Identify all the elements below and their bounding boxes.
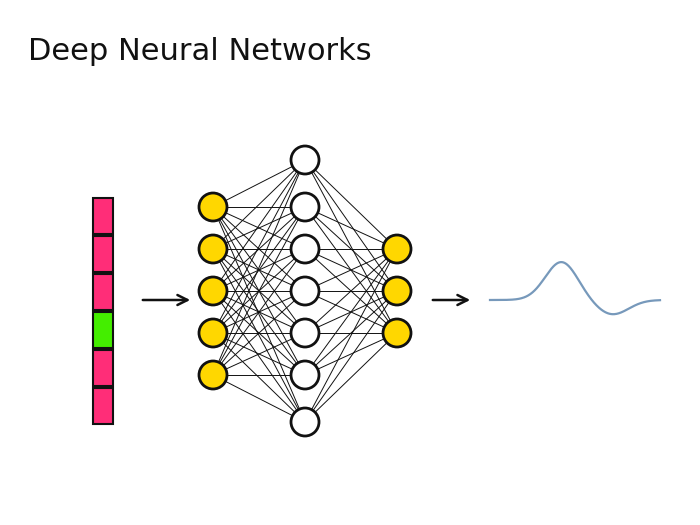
Bar [93, 312, 113, 348]
Circle shape [291, 408, 319, 436]
Text: Deep Neural Networks: Deep Neural Networks [28, 37, 372, 67]
Bar [93, 388, 113, 424]
Circle shape [199, 193, 227, 221]
Circle shape [199, 319, 227, 347]
Bar [93, 274, 113, 310]
Circle shape [383, 235, 411, 263]
Circle shape [291, 235, 319, 263]
Bar [93, 198, 113, 234]
Circle shape [199, 235, 227, 263]
Circle shape [291, 361, 319, 389]
Bar [93, 350, 113, 386]
Circle shape [291, 193, 319, 221]
Circle shape [383, 319, 411, 347]
Circle shape [199, 361, 227, 389]
Circle shape [291, 277, 319, 305]
Circle shape [291, 146, 319, 174]
Circle shape [291, 319, 319, 347]
Circle shape [383, 277, 411, 305]
Circle shape [199, 277, 227, 305]
Bar [93, 236, 113, 272]
